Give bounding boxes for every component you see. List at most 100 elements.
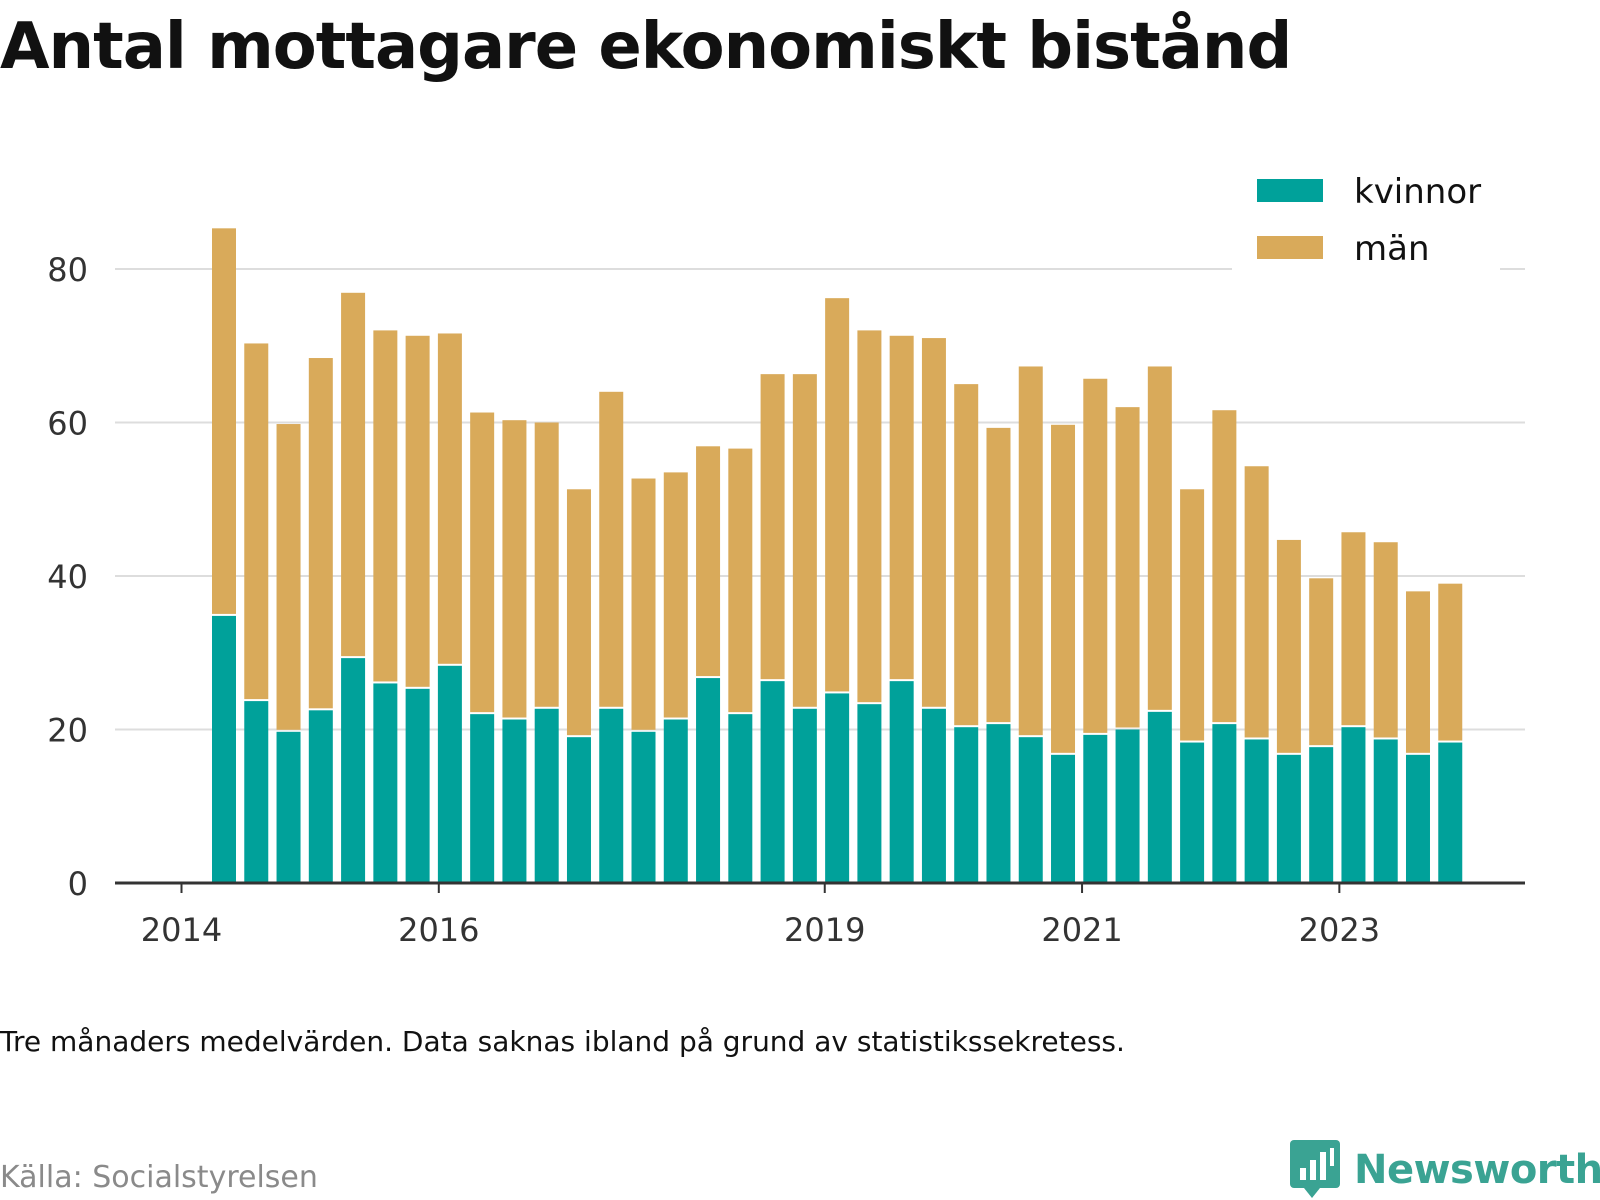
- legend-label-kvinnor: kvinnor: [1354, 172, 1481, 212]
- bar-kvinnor: [921, 708, 946, 883]
- bar-kvinnor: [1212, 724, 1237, 883]
- bar-man: [1438, 583, 1463, 741]
- bar-man: [566, 489, 591, 736]
- bar-kvinnor: [857, 704, 882, 883]
- bar-kvinnor: [212, 615, 236, 883]
- bar-kvinnor: [889, 681, 914, 883]
- bar-man: [534, 422, 559, 707]
- bar-man: [921, 338, 946, 707]
- bar-man: [663, 472, 688, 718]
- x-tick-label: 2023: [1299, 911, 1380, 949]
- bar-kvinnor: [1438, 742, 1463, 883]
- y-tick-label: 40: [47, 558, 88, 596]
- brand-name: Newsworthy: [1354, 1147, 1600, 1193]
- bar-man: [889, 335, 914, 680]
- legend-swatch-man: [1257, 236, 1323, 259]
- bar-kvinnor: [1405, 754, 1430, 883]
- newsworthy-logo-icon: [1290, 1140, 1340, 1198]
- y-axis-ticks: 0 20 40 60 80: [47, 251, 88, 903]
- bar-kvinnor: [986, 724, 1011, 883]
- bar-kvinnor: [308, 710, 333, 883]
- bar-kvinnor: [1180, 742, 1205, 883]
- bar-man: [276, 424, 301, 730]
- y-tick-label: 60: [47, 405, 88, 443]
- bar-kvinnor: [1018, 737, 1043, 883]
- bar-kvinnor: [502, 719, 527, 883]
- bar-man: [1405, 591, 1430, 753]
- bar-man: [857, 330, 882, 703]
- bar-kvinnor: [405, 688, 430, 883]
- bar-man: [1276, 539, 1301, 753]
- bar-kvinnor: [373, 683, 398, 883]
- bar-kvinnor: [1341, 727, 1366, 883]
- footnote: Tre månaders medelvärden. Data saknas ib…: [0, 1025, 1125, 1058]
- brand-logo: Newsworthy: [1290, 1140, 1600, 1200]
- bar-man: [1018, 366, 1043, 736]
- x-tick-label: 2016: [398, 911, 479, 949]
- bar-man: [212, 228, 236, 614]
- bar-man: [341, 292, 366, 657]
- legend-swatch-kvinnor: [1257, 179, 1323, 202]
- x-tick-label: 2019: [784, 911, 865, 949]
- bar-man: [1180, 489, 1205, 741]
- bar-kvinnor: [825, 693, 850, 883]
- bar-kvinnor: [792, 708, 817, 883]
- bar-man: [1083, 378, 1108, 733]
- legend: kvinnor män: [1232, 160, 1500, 278]
- legend-label-man: män: [1354, 229, 1430, 269]
- bar-man: [1341, 532, 1366, 726]
- bar-man: [599, 391, 624, 707]
- bar-kvinnor: [1147, 711, 1172, 883]
- bar-man: [1373, 542, 1398, 738]
- bar-man: [405, 335, 430, 687]
- bar-man: [1051, 424, 1076, 753]
- bar-kvinnor: [276, 731, 301, 883]
- bar-kvinnor: [599, 708, 624, 883]
- bar-man: [1115, 407, 1140, 728]
- y-tick-label: 20: [47, 712, 88, 750]
- bar-kvinnor: [696, 678, 721, 883]
- bar-man: [373, 330, 398, 682]
- bar-kvinnor: [534, 708, 559, 883]
- y-tick-label: 0: [68, 865, 88, 903]
- bar-man: [986, 427, 1011, 723]
- bar-kvinnor: [1244, 739, 1269, 883]
- bar-man: [825, 298, 850, 692]
- bar-kvinnor: [663, 719, 688, 883]
- bar-kvinnor: [1115, 729, 1140, 883]
- source-credit: Källa: Socialstyrelsen: [0, 1160, 318, 1195]
- y-tick-label: 80: [47, 251, 88, 289]
- bar-man: [728, 448, 753, 713]
- bar-kvinnor: [1083, 734, 1108, 883]
- bar-kvinnor: [1051, 754, 1076, 883]
- bar-kvinnor: [728, 714, 753, 883]
- chart-title: Antal mottagare ekonomiskt bistånd: [0, 10, 1292, 84]
- bar-man: [437, 333, 462, 664]
- bar-man: [1147, 366, 1172, 710]
- bar-kvinnor: [954, 727, 979, 883]
- bars: [212, 228, 1463, 883]
- bar-man: [244, 343, 269, 700]
- bar-man: [696, 446, 721, 677]
- bar-man: [760, 374, 785, 680]
- bar-kvinnor: [244, 701, 269, 883]
- bar-kvinnor: [1309, 747, 1334, 883]
- bar-kvinnor: [1373, 739, 1398, 883]
- x-tick-label: 2021: [1041, 911, 1122, 949]
- bar-man: [1212, 410, 1237, 723]
- x-tick-label: 2014: [141, 911, 222, 949]
- x-axis-ticks: 2014 2016 2019 2021 2023: [141, 883, 1380, 949]
- bar-man: [308, 358, 333, 709]
- bar-kvinnor: [566, 737, 591, 883]
- bar-man: [792, 374, 817, 707]
- bar-man: [954, 384, 979, 726]
- bar-man: [631, 478, 656, 730]
- bar-kvinnor: [760, 681, 785, 883]
- bar-kvinnor: [1276, 754, 1301, 883]
- bar-man: [1244, 466, 1269, 738]
- bar-kvinnor: [470, 714, 495, 883]
- bar-kvinnor: [437, 665, 462, 883]
- bar-man: [470, 412, 495, 713]
- bar-kvinnor: [341, 658, 366, 883]
